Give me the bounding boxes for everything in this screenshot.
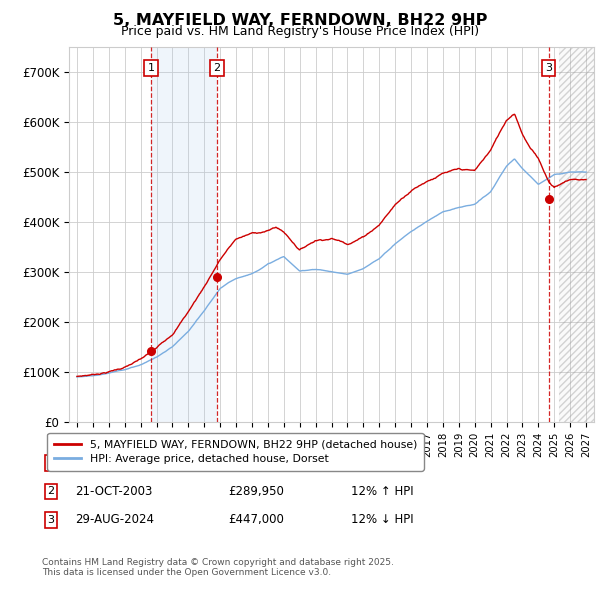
Text: 29-AUG-2024: 29-AUG-2024 xyxy=(75,513,154,526)
Legend: 5, MAYFIELD WAY, FERNDOWN, BH22 9HP (detached house), HPI: Average price, detach: 5, MAYFIELD WAY, FERNDOWN, BH22 9HP (det… xyxy=(47,433,424,470)
Text: 2: 2 xyxy=(214,63,221,73)
Text: 1: 1 xyxy=(148,63,154,73)
Text: 5, MAYFIELD WAY, FERNDOWN, BH22 9HP: 5, MAYFIELD WAY, FERNDOWN, BH22 9HP xyxy=(113,13,487,28)
Text: 1: 1 xyxy=(47,458,55,468)
Text: 2: 2 xyxy=(47,487,55,496)
Text: £289,950: £289,950 xyxy=(228,485,284,498)
Text: 12% ↑ HPI: 12% ↑ HPI xyxy=(351,485,413,498)
Bar xyxy=(559,47,594,422)
Text: £447,000: £447,000 xyxy=(228,513,284,526)
Text: 4% ↑ HPI: 4% ↑ HPI xyxy=(351,457,406,470)
Text: 25-AUG-1999: 25-AUG-1999 xyxy=(75,457,154,470)
Text: 21-OCT-2003: 21-OCT-2003 xyxy=(75,485,152,498)
Text: £142,000: £142,000 xyxy=(228,457,284,470)
Text: Price paid vs. HM Land Registry's House Price Index (HPI): Price paid vs. HM Land Registry's House … xyxy=(121,25,479,38)
Bar xyxy=(151,47,217,422)
Text: 3: 3 xyxy=(47,515,55,525)
Text: Contains HM Land Registry data © Crown copyright and database right 2025.
This d: Contains HM Land Registry data © Crown c… xyxy=(42,558,394,577)
Text: 3: 3 xyxy=(545,63,553,73)
Text: 12% ↓ HPI: 12% ↓ HPI xyxy=(351,513,413,526)
Bar xyxy=(559,47,594,422)
